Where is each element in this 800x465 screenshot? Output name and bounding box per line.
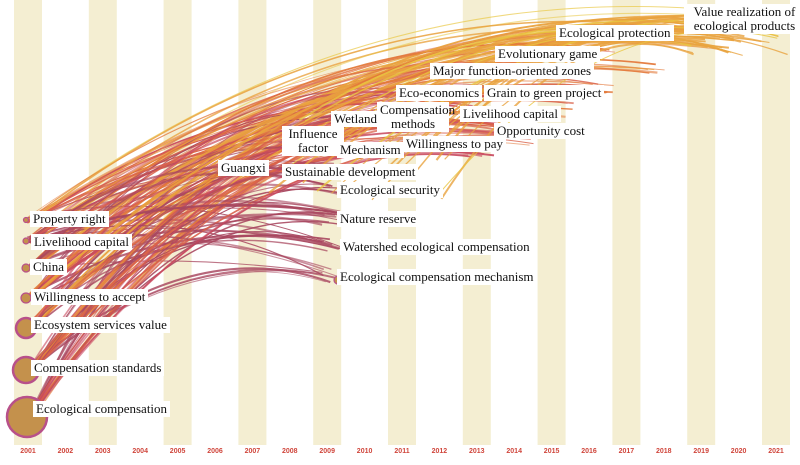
keyword-value-realization: Value realization of ecological products [684, 4, 800, 34]
keyword-ecological-compensation: Ecological compensation [33, 401, 171, 417]
keyword-opportunity-cost: Opportunity cost [494, 123, 588, 139]
keyword-ecosystem-services-value: Ecosystem services value [31, 317, 170, 333]
year-band [687, 0, 716, 445]
year-label: 2020 [730, 448, 747, 455]
year-label: 2005 [169, 448, 186, 455]
keyword-guangxi: Guangxi [218, 160, 269, 176]
year-label: 2006 [207, 448, 223, 455]
year-label: 2013 [469, 448, 485, 455]
keyword-arc [28, 267, 331, 369]
keyword-major-function-oriented-zones: Major function-oriented zones [430, 63, 595, 79]
keyword-willingness-to-pay: Willingness to pay [403, 136, 506, 152]
keyword-compensation-standards: Compensation standards [31, 360, 165, 376]
year-label: 2015 [543, 448, 560, 455]
keyword-grain-to-green-project: Grain to green project [484, 85, 605, 101]
keyword-arc [27, 203, 339, 244]
year-label: 2004 [132, 448, 148, 455]
keyword-influence-factor: Influence factor [282, 126, 344, 156]
node-livelihood-capital-early [22, 237, 30, 245]
year-label: 2021 [768, 448, 784, 455]
node-property-right [22, 216, 30, 224]
year-label: 2014 [506, 448, 522, 455]
keyword-eco-economics: Eco-economics [396, 85, 483, 101]
year-label: 2009 [319, 448, 335, 455]
year-band [612, 0, 641, 445]
year-label: 2018 [656, 448, 672, 455]
year-label: 2007 [244, 448, 261, 455]
keyword-arc [27, 153, 472, 417]
keyword-ecological-compensation-mechanism: Ecological compensation mechanism [337, 269, 537, 285]
keyword-arc [31, 20, 696, 221]
year-label: 2001 [20, 448, 36, 455]
keyword-willingness-to-accept: Willingness to accept [31, 289, 149, 305]
keyword-watershed-ecological-compensation: Watershed ecological compensation [340, 239, 533, 255]
year-label: 2019 [693, 448, 709, 455]
keyword-arc [33, 217, 330, 303]
year-label: 2017 [618, 448, 635, 455]
keyword-compensation-methods: Compensation methods [377, 102, 455, 132]
node-willingness-to-accept [20, 292, 32, 304]
year-label: 2011 [394, 448, 410, 455]
node-china [21, 263, 31, 273]
year-label: 2016 [581, 448, 597, 455]
year-label: 2002 [57, 448, 74, 455]
keyword-sustainable-development: Sustainable development [282, 164, 419, 180]
year-label: 2010 [356, 448, 373, 455]
keyword-mechanism: Mechanism [337, 142, 404, 158]
keyword-livelihood-capital-early: Livelihood capital [31, 234, 132, 250]
keyword-arc [28, 138, 466, 416]
keyword-evolutionary-game: Evolutionary game [495, 46, 601, 62]
year-label: 2003 [95, 448, 111, 455]
keyword-livelihood-capital: Livelihood capital [460, 106, 561, 122]
year-band [762, 0, 790, 445]
keyword-ecological-protection: Ecological protection [556, 25, 674, 41]
keyword-wetland: Wetland [331, 111, 380, 127]
keyword-nature-reserve: Nature reserve [337, 211, 420, 227]
keyword-arc [27, 12, 749, 243]
keyword-china: China [30, 259, 68, 275]
year-label: 2012 [431, 448, 448, 455]
year-label: 2008 [282, 448, 298, 455]
keyword-arc [29, 170, 324, 414]
keyword-ecological-security: Ecological security [337, 182, 443, 198]
keyword-arc [30, 5, 756, 219]
keyword-property-right: Property right [30, 211, 109, 227]
